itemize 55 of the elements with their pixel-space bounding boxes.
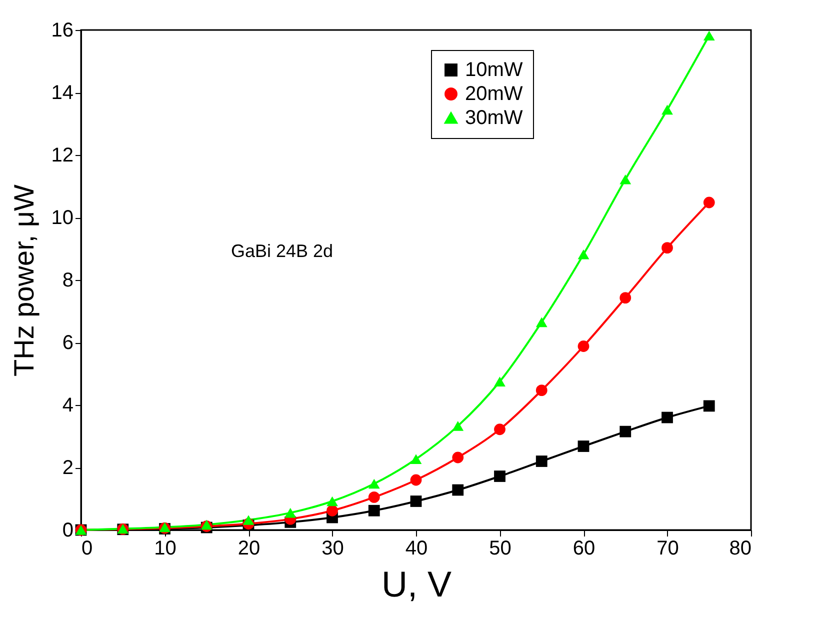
y-tick-label: 10 [51, 207, 74, 229]
point [578, 440, 590, 452]
point [326, 504, 338, 516]
point [494, 470, 506, 482]
point [494, 424, 506, 436]
y-tick-label: 14 [51, 82, 74, 104]
annotation: GaBi 24B 2d [231, 241, 334, 261]
point [703, 30, 715, 41]
point [368, 478, 380, 489]
point [620, 292, 632, 304]
legend-label: 30mW [465, 107, 523, 129]
y-tick-label: 16 [51, 20, 74, 42]
x-tick-label: 80 [729, 538, 752, 560]
point [536, 384, 548, 396]
y-axis-title: THz power, μW [8, 184, 40, 376]
x-axis-title: U, V [381, 564, 452, 604]
legend-label: 20mW [465, 83, 523, 105]
point [578, 340, 590, 352]
point [452, 484, 464, 496]
point [703, 400, 715, 412]
x-tick-label: 60 [572, 538, 596, 560]
point [662, 412, 673, 424]
x-tick-label: 0 [82, 538, 93, 560]
point [284, 508, 296, 518]
y-tick-label: 8 [62, 270, 74, 292]
point [703, 196, 715, 208]
point [368, 504, 380, 516]
legend-label: 10mW [465, 59, 523, 81]
point [494, 376, 506, 386]
point [578, 249, 590, 260]
x-tick-label: 20 [238, 538, 260, 560]
y-tick-label: 0 [62, 520, 74, 542]
point [536, 456, 548, 467]
x-tick-label: 70 [656, 538, 679, 560]
point [368, 492, 380, 503]
y-tick-label: 12 [51, 144, 74, 166]
point [410, 454, 422, 464]
x-tick-label: 50 [489, 538, 512, 560]
point [662, 242, 673, 254]
point [620, 426, 632, 438]
y-tick-label: 6 [62, 332, 74, 354]
x-tick-label: 30 [322, 538, 344, 560]
point [662, 104, 673, 115]
point [452, 452, 464, 464]
point [620, 174, 632, 184]
y-tick-label: 2 [62, 457, 74, 479]
point [410, 496, 422, 507]
x-tick-label: 10 [154, 538, 176, 560]
point [326, 496, 338, 506]
point [410, 474, 422, 486]
y-tick-label: 4 [62, 394, 74, 416]
x-tick-label: 40 [405, 538, 428, 560]
point [242, 515, 254, 525]
point [452, 421, 464, 431]
point [536, 317, 548, 328]
